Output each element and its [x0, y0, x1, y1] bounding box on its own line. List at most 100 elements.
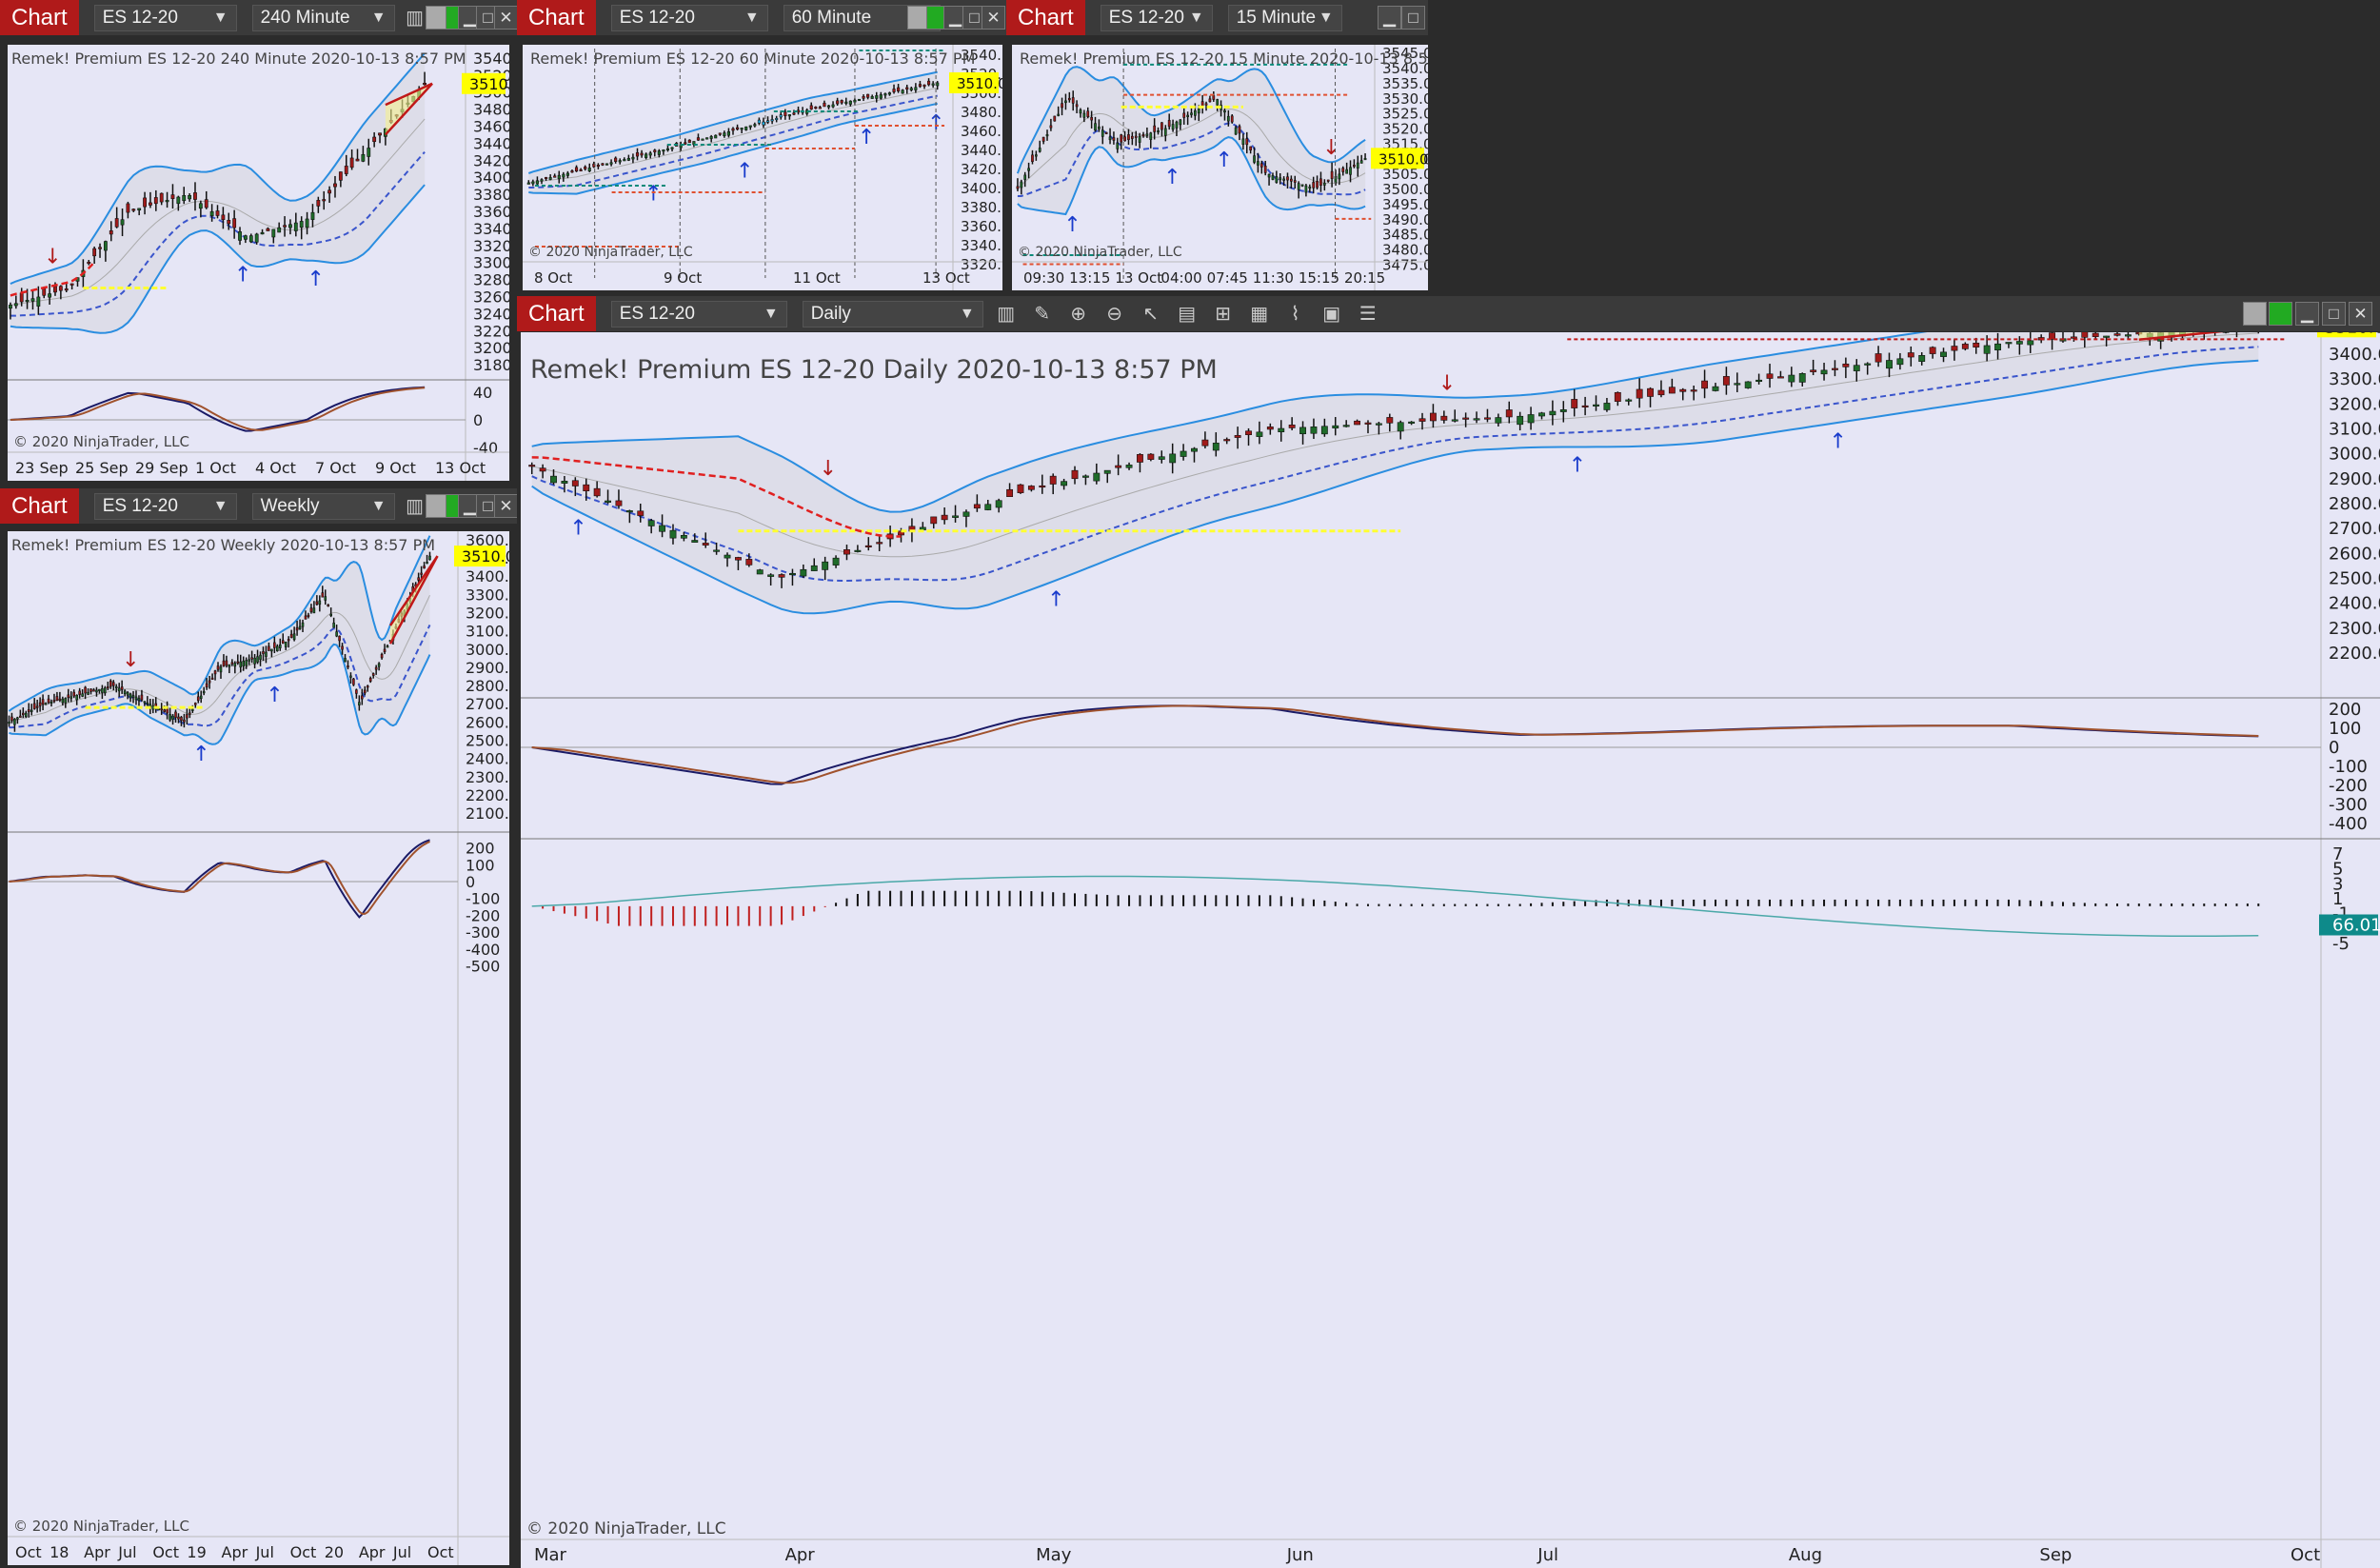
interval-selector[interactable]: 15 Minute ▼ — [1227, 4, 1342, 31]
sell-arrow-icon: ↓ — [820, 457, 837, 481]
candle-body — [792, 112, 796, 115]
candle-body — [570, 170, 574, 173]
candle-body — [134, 696, 138, 701]
candle-body — [1061, 481, 1068, 486]
candle-body — [648, 152, 652, 156]
properties-icon[interactable]: ⊞ — [1215, 303, 1232, 325]
candle-body — [219, 666, 223, 673]
time-tick-label: 9 Oct — [375, 459, 416, 477]
bar-style-icon[interactable]: ▥ — [406, 495, 425, 517]
price-chart[interactable]: ↑ ↑ ↑ ↑ ↓ ↓ 3400.00 3300.00 3200.00 3100.00 3000.0… — [521, 332, 2380, 1568]
pencil-icon[interactable]: ✎ — [1034, 303, 1051, 325]
candle-body — [550, 475, 557, 484]
instrument-selector[interactable]: ES 12-20 ▼ — [610, 4, 768, 31]
candle-body — [787, 114, 791, 117]
price-tick-label: 2700.00 — [2329, 519, 2380, 539]
chart-tag[interactable]: Chart — [0, 488, 79, 524]
minimize-icon[interactable]: ▁ — [2295, 302, 2319, 326]
close-icon[interactable]: ✕ — [494, 494, 518, 518]
data-box-icon[interactable]: ▤ — [1178, 303, 1197, 325]
templates-icon[interactable]: ▣ — [1322, 303, 1341, 325]
time-tick-label: May — [1036, 1545, 1072, 1565]
candle-body — [1263, 166, 1267, 173]
chart-panel[interactable]: ↑↑↑↓3545.003540.003535.003530.003525.003… — [1012, 45, 1428, 290]
oscillator-tick-label: 40 — [473, 384, 492, 402]
candle-body — [316, 200, 321, 207]
cumulative-line — [531, 875, 2259, 937]
candle-body — [315, 601, 319, 605]
candle-body — [111, 682, 115, 686]
link-icon[interactable] — [2243, 302, 2267, 326]
time-tick-label: Oct — [427, 1543, 454, 1561]
candle-body — [10, 716, 13, 722]
chart-tag[interactable]: Chart — [517, 0, 596, 35]
price-chart[interactable]: ↑↑↑↓3545.003540.003535.003530.003525.003… — [1012, 45, 1428, 290]
candle-body — [349, 675, 352, 678]
candle-body — [213, 670, 217, 675]
interval-selector[interactable]: Daily ▼ — [802, 300, 983, 327]
trailing-stop-line — [9, 624, 431, 729]
instrument-selector[interactable]: ES 12-20 ▼ — [610, 300, 787, 327]
candle-body — [1147, 453, 1155, 460]
pointer-icon[interactable]: ↖ — [1142, 303, 1160, 325]
chart-panel[interactable]: ↑↑↓3600.003500.003400.003300.003200.0031… — [8, 531, 509, 1565]
candle-body — [75, 694, 78, 701]
candle-body — [98, 247, 102, 249]
candle-body — [1636, 388, 1643, 399]
maximize-icon[interactable]: □ — [1401, 6, 1425, 30]
chart-tag[interactable]: Chart — [0, 0, 79, 35]
chart-tag[interactable]: Chart — [517, 296, 596, 331]
candle-body — [1017, 484, 1024, 493]
strategies-icon[interactable]: ⌇ — [1290, 303, 1300, 325]
bar-style-icon[interactable]: ▥ — [406, 7, 425, 29]
candle-body — [539, 467, 546, 472]
zoom-icon[interactable]: ⊕ — [1070, 303, 1087, 325]
color-icon[interactable] — [2269, 302, 2292, 326]
candle-body — [615, 500, 623, 506]
candle-body — [1212, 95, 1216, 100]
chart-panel[interactable]: ↑ ↑ ↑ ↑ ↓ ↓ 3400.00 3300.00 3200.00 3100.00 3000.0… — [521, 332, 2380, 1568]
candle-body — [1282, 178, 1285, 181]
candle-body — [25, 300, 30, 303]
candle-body — [1293, 180, 1297, 183]
candle-body — [1690, 389, 1697, 392]
interval-selector[interactable]: Weekly ▼ — [251, 492, 395, 520]
link-icon[interactable] — [426, 6, 449, 30]
candle-body — [1722, 376, 1730, 386]
time-tick-label: Jul — [392, 1543, 411, 1561]
chart-panel[interactable]: ↑↑↓3540.003520.003500.003480.003460.0034… — [8, 45, 509, 481]
buy-arrow-icon: ↑ — [645, 183, 662, 207]
price-tick-label: 3400.00 — [466, 567, 509, 586]
bar-style-icon[interactable]: ▥ — [997, 303, 1016, 325]
close-icon[interactable]: ✕ — [494, 6, 518, 30]
candle-body — [2092, 332, 2099, 337]
close-icon[interactable]: ✕ — [2349, 302, 2372, 326]
signal-line — [531, 705, 2259, 784]
candle-body — [215, 210, 220, 216]
price-tick-label: 3400.00 — [961, 180, 1002, 197]
instrument-value: ES 12-20 — [102, 7, 178, 28]
maximize-icon[interactable]: □ — [2322, 302, 2346, 326]
candle-body — [1593, 404, 1599, 407]
candle-body — [2027, 340, 2034, 346]
chart-panel[interactable]: ↑↑↑↑3540.003520.003500.003480.003460.003… — [523, 45, 1002, 290]
price-chart[interactable]: ↑↑↑↑3540.003520.003500.003480.003460.003… — [523, 45, 1002, 290]
zoom-out-icon[interactable]: ⊖ — [1106, 303, 1123, 325]
wedge-lower-line — [384, 82, 433, 136]
candle-body — [120, 219, 125, 226]
price-tick-label: 3480.00 — [473, 101, 509, 119]
interval-selector[interactable]: 240 Minute ▼ — [251, 4, 395, 31]
chart-tag[interactable]: Chart — [1006, 0, 1085, 35]
price-chart[interactable]: ↑↑↓3600.003500.003400.003300.003200.0031… — [8, 531, 509, 1565]
instrument-selector[interactable]: ES 12-20 ▼ — [93, 492, 237, 520]
instrument-selector[interactable]: ES 12-20 ▼ — [1100, 4, 1213, 31]
price-chart[interactable]: ↑↑↓3540.003520.003500.003480.003460.0034… — [8, 45, 509, 481]
list-icon[interactable]: ☰ — [1359, 303, 1377, 325]
chart-label: Remek! Premium ES 12-20 60 Minute 2020-1… — [530, 50, 975, 68]
indicators-icon[interactable]: ▦ — [1250, 303, 1269, 325]
instrument-selector[interactable]: ES 12-20 ▼ — [93, 4, 237, 31]
candle-body — [528, 465, 536, 467]
candle-body — [284, 641, 288, 647]
minimize-icon[interactable]: ▁ — [1378, 6, 1401, 30]
close-icon[interactable]: ✕ — [982, 6, 1005, 30]
